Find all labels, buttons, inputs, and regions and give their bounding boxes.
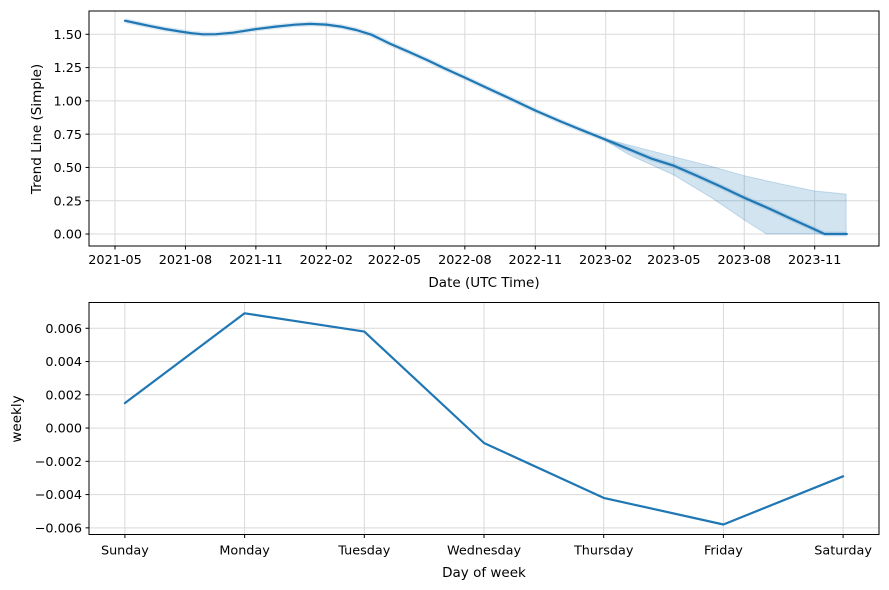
x-tick-label: 2022-02 <box>300 253 353 268</box>
y-tick-label: 0.002 <box>45 388 82 403</box>
y-tick-label: −0.002 <box>35 455 82 470</box>
y-tick-label: 0.75 <box>54 128 83 143</box>
y-tick-label: 1.50 <box>54 28 83 43</box>
y-tick-label: 0.006 <box>45 322 82 337</box>
y-tick-label: −0.004 <box>35 488 82 503</box>
y-tick-label: 0.00 <box>54 228 83 243</box>
weekly-line <box>123 312 845 526</box>
x-tick-label: Thursday <box>573 544 634 559</box>
x-tick-label: 2021-08 <box>159 253 212 268</box>
y-tick-label: 0.25 <box>54 194 83 209</box>
x-tick-label: 2023-11 <box>788 253 841 268</box>
top-chart: 2021-05 2021-08 2021-11 2022-02 2022-05 2022-… <box>54 10 880 268</box>
y-tick-label: 1.00 <box>54 94 83 109</box>
y-tick-label: −0.006 <box>35 521 82 536</box>
grid <box>89 11 879 246</box>
x-tick-label: 2023-02 <box>579 253 632 268</box>
x-tick-label: Wednesday <box>447 544 522 559</box>
x-tick-label: 2023-05 <box>647 253 700 268</box>
x-tick-label: 2022-11 <box>509 253 562 268</box>
x-tick-label: Monday <box>219 544 270 559</box>
x-tick-label: 2021-05 <box>88 253 141 268</box>
x-tick-label: 2021-11 <box>229 253 282 268</box>
y-tick-label: 0.004 <box>45 355 82 370</box>
x-tick-label: 2022-05 <box>368 253 421 268</box>
y-tick-label: 0.000 <box>45 422 82 437</box>
y-tick-label: 0.50 <box>54 161 83 176</box>
bottom-chart: Sunday Monday Tuesday Wednesday Thursday Frid… <box>35 302 880 559</box>
x-tick-label: Sunday <box>101 544 149 559</box>
x-tick-label: 2023-08 <box>718 253 771 268</box>
x-tick-label: Tuesday <box>337 544 390 559</box>
plot-border <box>88 10 880 247</box>
y-tick-label: 1.25 <box>54 61 83 76</box>
grid <box>89 302 879 535</box>
trend-line <box>123 19 848 236</box>
x-tick-label: 2022-08 <box>438 253 491 268</box>
x-tick-label: Saturday <box>814 544 872 559</box>
x-tick-label: Friday <box>704 544 743 559</box>
